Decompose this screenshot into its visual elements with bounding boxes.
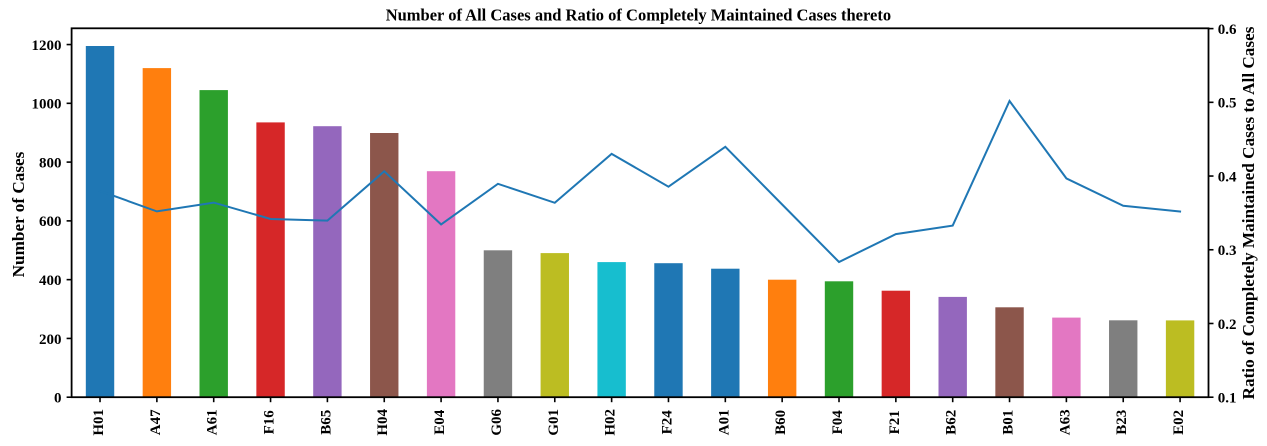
svg-text:B60: B60 [773, 410, 789, 435]
svg-text:H04: H04 [375, 408, 391, 435]
svg-text:Number of Cases: Number of Cases [9, 151, 28, 277]
svg-text:0.2: 0.2 [1218, 317, 1237, 333]
svg-text:1200: 1200 [32, 38, 62, 54]
svg-text:E02: E02 [1171, 410, 1187, 435]
svg-text:F16: F16 [262, 410, 278, 435]
svg-text:0.1: 0.1 [1218, 391, 1237, 407]
svg-text:0.6: 0.6 [1218, 22, 1237, 38]
svg-text:A63: A63 [1057, 409, 1073, 435]
svg-text:Number of All Cases and Ratio: Number of All Cases and Ratio of Complet… [386, 5, 891, 24]
svg-text:B62: B62 [944, 410, 960, 435]
svg-text:0.4: 0.4 [1218, 169, 1237, 185]
svg-text:B65: B65 [318, 410, 334, 435]
svg-text:0: 0 [54, 391, 62, 407]
svg-text:0.3: 0.3 [1218, 243, 1237, 259]
svg-text:400: 400 [39, 273, 62, 289]
svg-text:G01: G01 [546, 409, 562, 436]
svg-text:F21: F21 [887, 410, 903, 434]
svg-text:200: 200 [39, 332, 62, 348]
svg-text:F24: F24 [659, 410, 675, 435]
svg-text:Ratio of Completely Maintained: Ratio of Completely Maintained Cases to … [1239, 26, 1258, 399]
svg-text:B01: B01 [1001, 410, 1017, 435]
svg-text:E04: E04 [432, 409, 448, 435]
svg-text:600: 600 [39, 214, 62, 230]
svg-text:A61: A61 [205, 409, 221, 435]
svg-text:H02: H02 [603, 409, 619, 436]
svg-text:F04: F04 [830, 410, 846, 435]
svg-text:G06: G06 [489, 408, 505, 435]
svg-text:A01: A01 [716, 409, 732, 435]
svg-text:B23: B23 [1114, 410, 1130, 435]
svg-text:0.5: 0.5 [1218, 96, 1237, 112]
svg-text:1000: 1000 [32, 97, 62, 113]
svg-text:H01: H01 [91, 409, 107, 436]
svg-text:A47: A47 [148, 409, 164, 435]
svg-text:800: 800 [39, 155, 62, 171]
